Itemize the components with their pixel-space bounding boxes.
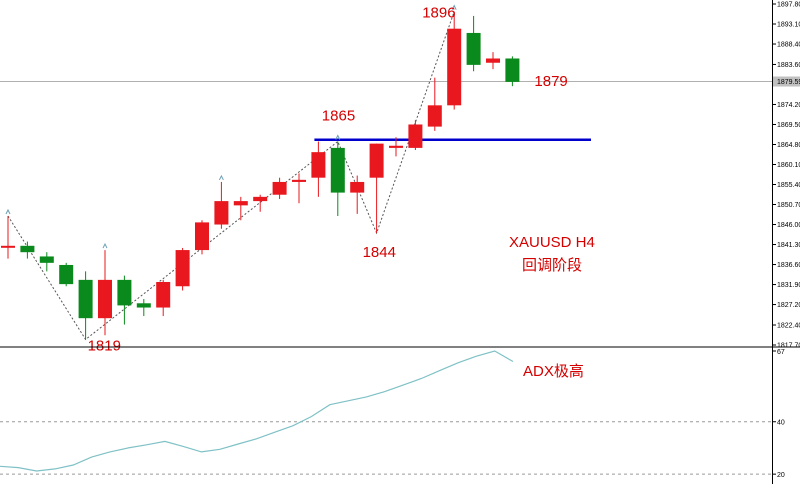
candle-body	[78, 279, 93, 319]
price-axis-tick-label: 1874.20	[777, 102, 800, 109]
candle-body	[1, 245, 15, 248]
candle-body	[156, 281, 171, 308]
candle-body	[369, 143, 384, 178]
price-axis-tick-label: 1831.90	[777, 282, 800, 289]
price-axis-tick-label: 1841.30	[777, 242, 800, 249]
candle-body	[311, 152, 326, 178]
last-price-box	[773, 76, 800, 87]
price-axis-tick-label: 1883.60	[777, 62, 800, 69]
swing-label: 1819	[88, 337, 121, 354]
adx-panel: 67 40 20 ADX极高	[0, 349, 785, 479]
swing-label: 1879	[534, 73, 567, 90]
price-axis-tick-label: 1822.40	[777, 322, 800, 329]
fractal-marker	[335, 134, 341, 140]
price-axis-tick-label: 1864.80	[777, 142, 800, 149]
candle-body	[447, 28, 462, 106]
adx-label: ADX极高	[523, 363, 584, 380]
fractal-marker	[5, 208, 11, 215]
price-axis-tick-label: 1893.10	[777, 22, 800, 29]
swing-label: 1896	[422, 5, 455, 22]
price-axis-tick-label: 1827.20	[777, 302, 800, 309]
candle-body	[330, 147, 345, 193]
price-panel: 1897.80 1893.10 1888.40 1883.60 1879.59 1874.…	[0, 2, 800, 354]
symbol-timeframe-label: XAUUSD H4	[509, 234, 595, 251]
candle-body	[505, 58, 520, 82]
price-axis-tick-label: 1817.70	[777, 343, 800, 350]
zigzag-line	[7, 11, 455, 341]
candle-body	[233, 201, 248, 206]
price-axis-tick-label: 1860.10	[777, 162, 800, 169]
candle-body	[292, 179, 306, 182]
price-axis-tick-label: 1869.50	[777, 122, 800, 129]
candle-body	[466, 32, 481, 65]
adx-axis-tick-label: 40	[777, 420, 785, 427]
candle-body	[175, 250, 190, 287]
swing-label: 1865	[322, 108, 355, 125]
price-axis-tick-label: 1855.40	[777, 182, 800, 189]
candle-body	[20, 245, 35, 253]
candle-body	[214, 201, 229, 225]
phase-label: 回调阶段	[522, 257, 582, 274]
candle-body	[39, 256, 54, 263]
candle-body	[486, 58, 500, 63]
candle-body	[195, 222, 209, 251]
price-axis-tick-label: 1897.80	[777, 2, 800, 9]
price-axis-tick-label: 1879.59	[777, 79, 800, 86]
candle-body	[272, 181, 287, 195]
adx-axis-tick-label: 67	[777, 349, 785, 356]
candle-body	[350, 181, 365, 193]
fractal-marker	[451, 4, 457, 10]
swing-label: 1844	[363, 244, 396, 261]
candle-body	[253, 196, 268, 202]
price-axis-tick-label: 1850.70	[777, 202, 800, 209]
fractal-marker	[102, 242, 108, 249]
candle-body	[408, 124, 423, 148]
price-axis-tick-label: 1846.00	[777, 222, 800, 229]
candle-body	[427, 105, 442, 127]
candle-body	[136, 303, 151, 308]
price-axis-tick-label: 1836.60	[777, 262, 800, 269]
candle-body	[59, 264, 74, 285]
candle-body	[389, 145, 403, 148]
fractal-marker	[218, 174, 224, 181]
price-axis-tick-label: 1888.40	[777, 42, 800, 49]
candle-body	[98, 279, 112, 319]
adx-line	[0, 350, 514, 472]
candle-body	[117, 279, 132, 306]
adx-axis-tick-label: 20	[777, 472, 785, 479]
